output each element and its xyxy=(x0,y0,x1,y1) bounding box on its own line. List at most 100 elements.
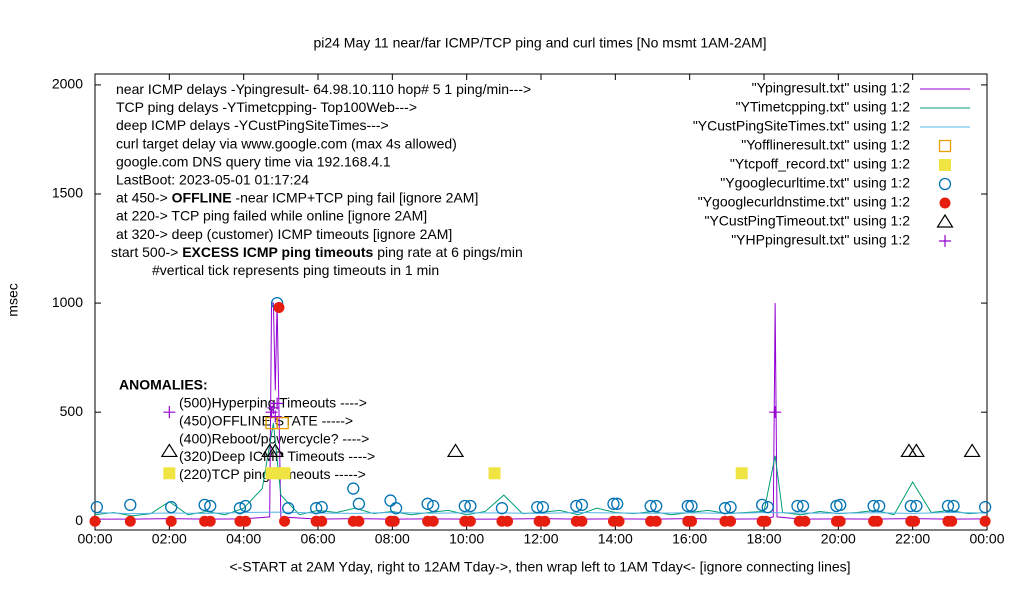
annotation: at 220-> TCP ping failed while online [i… xyxy=(116,207,427,223)
x-tick-label: 08:00 xyxy=(375,531,410,547)
annotation-part: ping rate at 6 pings/min xyxy=(373,244,522,260)
legend-label: "YHPpingresult.txt" using 1:2 xyxy=(731,232,910,248)
circle-marker xyxy=(570,499,583,513)
circle-marker xyxy=(791,499,804,513)
circle-marker xyxy=(352,497,366,510)
annotation-part: google.com DNS query time via 192.168.4.… xyxy=(116,153,391,169)
annotation-part: TCP ping delays -YTimetcpping- Top100Web… xyxy=(116,99,417,115)
plus-marker xyxy=(163,406,176,419)
anomaly-label: (400)Reboot/powercycle? ----> xyxy=(179,430,369,446)
annotation-part: EXCESS ICMP ping timeouts xyxy=(182,244,373,260)
dot-marker xyxy=(686,515,698,527)
circle-marker xyxy=(978,500,992,514)
circle-marker xyxy=(724,500,737,514)
x-tick-label: 10:00 xyxy=(449,531,484,547)
x-tick-label: 20:00 xyxy=(821,531,856,547)
circle-marker xyxy=(575,498,589,512)
square-marker xyxy=(163,467,176,480)
x-tick-label: 06:00 xyxy=(300,531,335,547)
x-tick-label: 18:00 xyxy=(746,531,781,547)
anomalies-title: ANOMALIES: xyxy=(119,377,208,393)
circle-marker xyxy=(650,499,663,513)
circle-marker xyxy=(239,499,252,513)
annotation: at 320-> deep (customer) ICMP timeouts [… xyxy=(116,226,452,242)
dot-marker xyxy=(834,515,846,527)
triangle-marker xyxy=(907,443,925,458)
dot-marker xyxy=(388,515,400,527)
circle-marker xyxy=(347,482,360,495)
circle-marker xyxy=(947,499,960,513)
x-tick-label: 22:00 xyxy=(895,531,930,547)
legend-swatch xyxy=(936,213,954,228)
dot-marker xyxy=(871,515,883,527)
circle-marker xyxy=(90,500,104,514)
x-axis-label: <-START at 2AM Yday, right to 12AM Tday-… xyxy=(229,559,850,575)
dot-marker xyxy=(165,515,177,527)
circle-marker xyxy=(198,498,211,512)
dot-marker xyxy=(279,515,291,527)
y-tick-label: 0 xyxy=(75,512,83,528)
square-marker xyxy=(735,467,748,480)
annotation-part: at 320-> deep (customer) ICMP timeouts [… xyxy=(116,226,452,242)
triangle-marker xyxy=(963,443,981,458)
circle-marker xyxy=(611,497,624,510)
circle-marker xyxy=(718,502,732,515)
legend-label: "Ytcpoff_record.txt" using 1:2 xyxy=(730,156,910,172)
triangle-marker xyxy=(900,443,918,458)
annotation-part: LastBoot: 2023-05-01 01:17:24 xyxy=(116,171,309,187)
circle-marker xyxy=(681,499,694,513)
annotation-part: #vertical tick represents ping timeouts … xyxy=(152,262,439,278)
circle-marker xyxy=(495,502,509,515)
dot-marker xyxy=(464,515,476,527)
plus-marker xyxy=(269,410,282,423)
dot-marker xyxy=(650,515,662,527)
annotation: deep ICMP delays -YCustPingSiteTimes---> xyxy=(116,117,389,133)
dot-marker xyxy=(979,515,991,527)
circle-marker xyxy=(755,498,769,512)
annotation-part: start 500-> xyxy=(111,244,182,260)
circle-marker xyxy=(941,499,955,513)
legend-swatch xyxy=(939,235,951,247)
x-tick-label: 14:00 xyxy=(598,531,633,547)
circle-marker xyxy=(421,497,434,510)
y-tick-label: 500 xyxy=(60,403,84,419)
dot-marker xyxy=(316,515,328,527)
dot-marker xyxy=(725,515,737,527)
circle-marker xyxy=(531,500,544,514)
y-axis-label: msec xyxy=(5,283,21,316)
circle-marker xyxy=(910,499,923,513)
series-line xyxy=(95,302,988,520)
circle-marker xyxy=(233,502,247,515)
circle-marker xyxy=(904,499,917,513)
circle-marker xyxy=(204,499,217,513)
circle-marker xyxy=(165,500,178,514)
annotation: near ICMP delays -Ypingresult- 64.98.10.… xyxy=(116,81,531,97)
dot-marker xyxy=(909,515,921,527)
annotation: curl target delay via www.google.com (ma… xyxy=(116,135,457,151)
legend-label: "Ygooglecurltime.txt" using 1:2 xyxy=(720,175,910,191)
annotation-part: at 450-> xyxy=(116,189,172,205)
y-tick-label: 2000 xyxy=(52,76,83,92)
legend-label: "YCustPingTimeout.txt" using 1:2 xyxy=(704,213,910,229)
annotation: LastBoot: 2023-05-01 01:17:24 xyxy=(116,171,309,187)
dot-marker xyxy=(576,515,588,527)
legend-label: "Ypingresult.txt" using 1:2 xyxy=(752,80,911,96)
annotation-part: curl target delay via www.google.com (ma… xyxy=(116,135,457,151)
dot-marker xyxy=(946,515,958,527)
plus-marker xyxy=(769,406,782,419)
legend-label: "YCustPingSiteTimes.txt" using 1:2 xyxy=(693,118,910,134)
annotation: TCP ping delays -YTimetcpping- Top100Web… xyxy=(116,99,417,115)
annotation: at 450-> OFFLINE -near ICMP+TCP ping fai… xyxy=(116,189,478,205)
y-tick-label: 1500 xyxy=(52,185,83,201)
dot-marker xyxy=(240,515,252,527)
dot-marker xyxy=(89,515,101,527)
legend-swatch xyxy=(938,139,952,153)
annotation-part: deep ICMP delays -YCustPingSiteTimes---> xyxy=(116,117,389,133)
square-marker xyxy=(488,467,501,480)
circle-marker xyxy=(464,499,477,513)
circle-marker xyxy=(309,502,323,515)
legend-swatch xyxy=(938,177,952,191)
annotation-part: at 220-> TCP ping failed while online [i… xyxy=(116,207,427,223)
